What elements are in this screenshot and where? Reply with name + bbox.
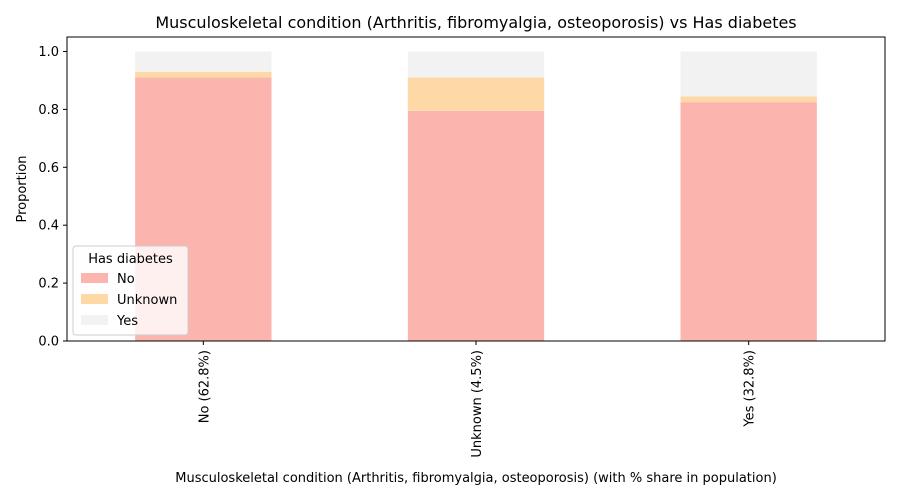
bar-yes-2 bbox=[680, 51, 817, 97]
bar-no-1 bbox=[407, 110, 545, 341]
bar-no-2 bbox=[680, 102, 817, 342]
chart-title: Musculoskeletal condition (Arthritis, fi… bbox=[155, 13, 796, 32]
x-tick-label: Yes (32.8%) bbox=[743, 350, 758, 428]
bar-yes-1 bbox=[407, 51, 545, 78]
plot-frame bbox=[66, 36, 886, 342]
legend-box bbox=[72, 245, 189, 336]
legend-title: Has diabetes bbox=[88, 252, 173, 267]
y-axis-label: Proportion bbox=[15, 155, 30, 222]
legend: Has diabetes No Unknown Yes bbox=[72, 245, 189, 336]
legend-swatch-yes bbox=[81, 315, 108, 325]
x-tick-label: No (62.8%) bbox=[197, 350, 212, 423]
bars-layer bbox=[135, 51, 817, 342]
x-axis-label: Musculoskeletal condition (Arthritis, fi… bbox=[175, 471, 777, 486]
y-tick-label: 0.8 bbox=[38, 103, 59, 118]
bar-unknown-0 bbox=[135, 71, 272, 78]
y-tick-label: 0.6 bbox=[38, 161, 59, 176]
y-tick-label: 0.2 bbox=[38, 277, 59, 292]
legend-swatch-unknown bbox=[81, 294, 108, 304]
bar-unknown-1 bbox=[407, 77, 545, 111]
bar-yes-0 bbox=[135, 51, 272, 72]
legend-label-unknown: Unknown bbox=[117, 293, 177, 308]
legend-swatch-no bbox=[81, 273, 108, 283]
axes-layer: No (62.8%) Unknown (4.5%) Yes (32.8%) 0.0 0.… bbox=[38, 36, 886, 458]
y-tick-label: 0.0 bbox=[38, 335, 59, 350]
x-tick-label: Unknown (4.5%) bbox=[470, 350, 485, 458]
legend-label-no: No bbox=[117, 272, 135, 287]
y-tick-label: 0.4 bbox=[38, 219, 59, 234]
legend-label-yes: Yes bbox=[116, 314, 138, 329]
y-tick-label: 1.0 bbox=[38, 45, 59, 60]
bar-unknown-2 bbox=[680, 96, 817, 103]
